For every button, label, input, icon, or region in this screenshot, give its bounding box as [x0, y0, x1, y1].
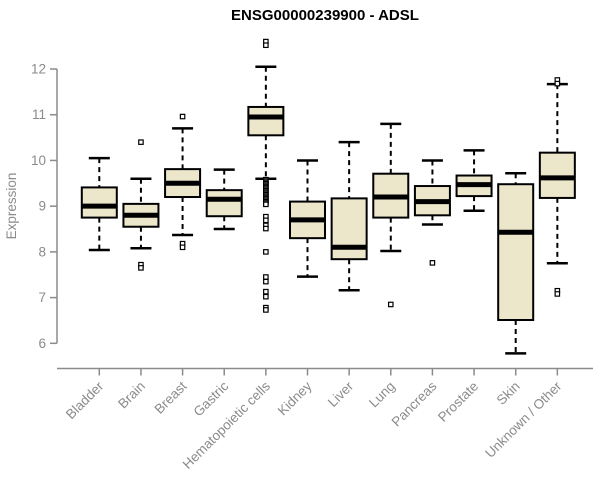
x-category-label: Unknown / Other — [482, 378, 565, 461]
y-tick-label: 9 — [38, 199, 46, 214]
y-tick-label: 12 — [31, 62, 46, 77]
boxplot-breast — [164, 113, 202, 251]
boxplot-lung — [372, 122, 410, 308]
outlier-point — [263, 274, 269, 280]
y-tick-label: 8 — [38, 244, 46, 259]
outlier-point — [387, 301, 394, 308]
chart-title: ENSG00000239900 - ADSL — [231, 7, 419, 24]
outlier-point — [263, 225, 269, 232]
outlier-point — [263, 42, 269, 49]
iqr-box — [247, 105, 285, 137]
y-tick-label: 11 — [32, 107, 46, 122]
x-category-label: Liver — [325, 378, 357, 410]
outlier-point — [263, 288, 269, 295]
boxplot-hematopoietic-cells — [247, 38, 285, 313]
outlier-point — [263, 278, 269, 285]
y-axis-label: Expression — [4, 173, 19, 240]
boxplot-unknown-other — [538, 77, 576, 297]
iqr-box — [205, 189, 243, 218]
boxplot-liver — [330, 140, 368, 292]
boxplot-gastric — [205, 168, 243, 231]
boxplot-prostate — [455, 149, 493, 212]
x-category-label: Breast — [151, 378, 189, 416]
outlier-point — [554, 291, 561, 297]
outlier-point — [263, 249, 269, 255]
iqr-box — [497, 183, 535, 322]
x-category-label: Kidney — [275, 378, 315, 418]
y-tick-label: 6 — [38, 336, 46, 351]
boxplot-skin — [497, 171, 535, 355]
x-category-label: Skin — [494, 379, 523, 408]
iqr-box — [80, 186, 118, 219]
x-category-label: Prostate — [435, 379, 481, 425]
x-category-label: Brain — [115, 379, 148, 412]
outlier-point — [263, 293, 269, 300]
y-tick-label: 7 — [38, 290, 46, 305]
outlier-point — [429, 260, 436, 266]
boxplot-series — [80, 38, 576, 355]
boxplot-bladder — [80, 156, 118, 252]
x-category-label: Gastric — [190, 378, 231, 419]
x-category-label: Pancreas — [389, 378, 440, 429]
x-category-label: Bladder — [63, 378, 107, 422]
boxplot-pancreas — [413, 159, 451, 266]
x-category-label: Lung — [366, 379, 398, 411]
boxplot-kidney — [289, 159, 326, 278]
outlier-point — [263, 201, 269, 208]
outlier-point — [138, 139, 144, 145]
outlier-point — [263, 307, 269, 313]
iqr-box — [538, 151, 576, 199]
outlier-point — [179, 244, 186, 251]
outlier-point — [179, 113, 186, 120]
iqr-box — [330, 197, 368, 261]
outlier-point — [554, 80, 561, 87]
y-tick-label: 10 — [31, 153, 46, 168]
outlier-point — [263, 217, 269, 224]
boxplot-brain — [122, 139, 160, 271]
outlier-point — [138, 265, 144, 271]
